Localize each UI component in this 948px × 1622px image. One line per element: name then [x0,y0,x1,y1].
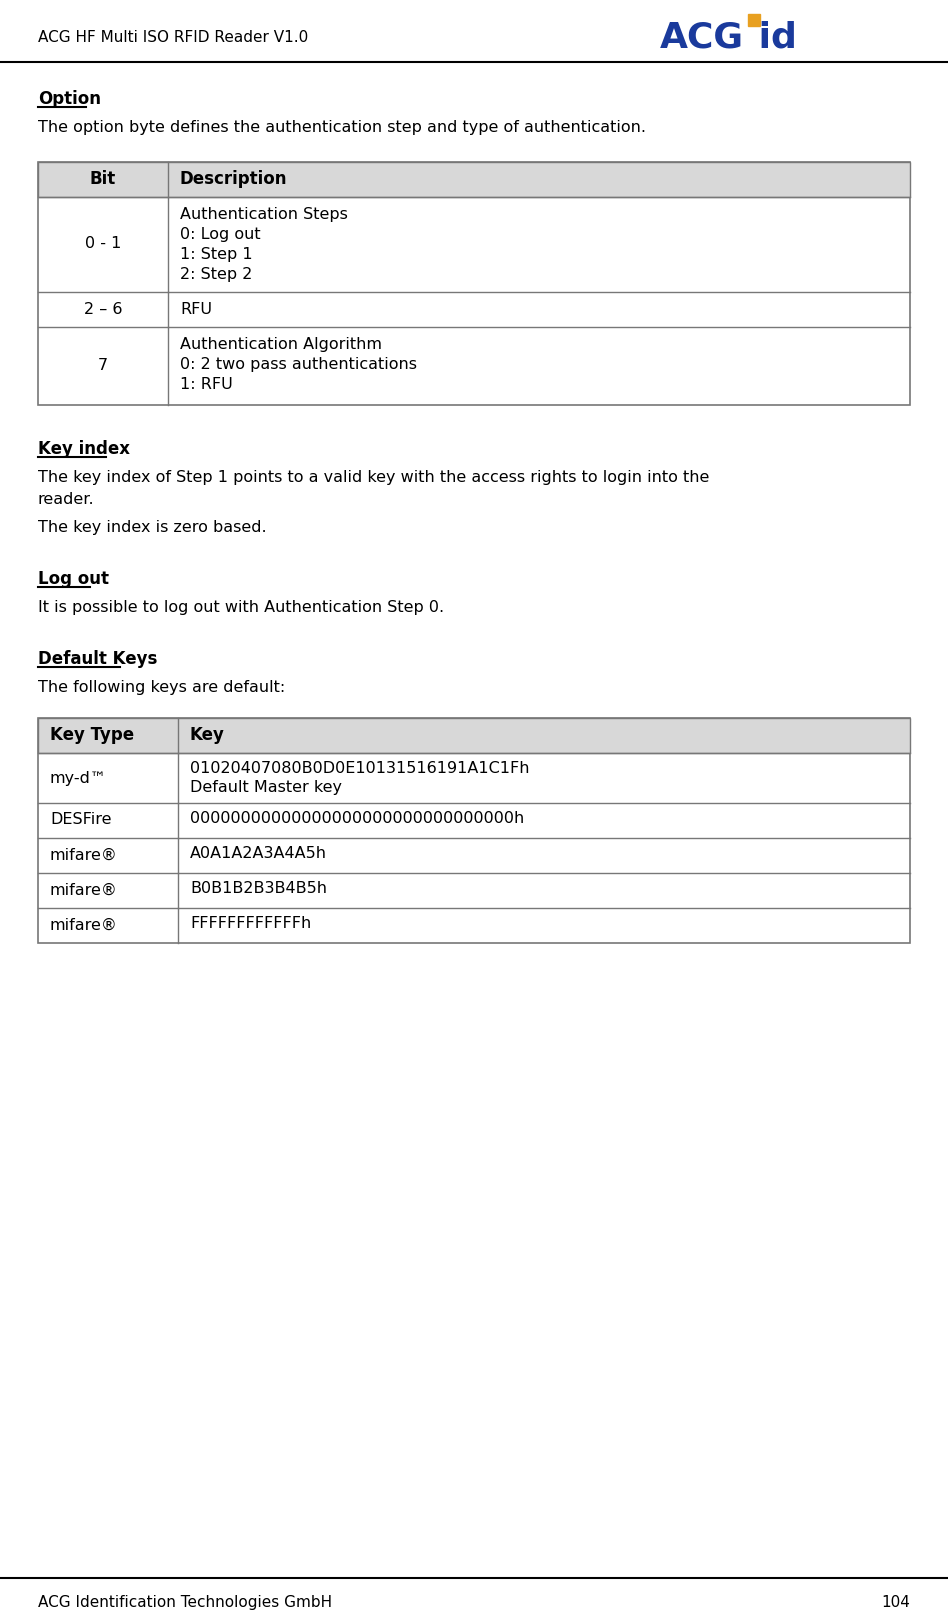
Text: Default Keys: Default Keys [38,650,157,668]
Text: The following keys are default:: The following keys are default: [38,680,285,694]
Text: It is possible to log out with Authentication Step 0.: It is possible to log out with Authentic… [38,600,444,615]
Text: Default Master key: Default Master key [190,780,342,795]
Text: Log out: Log out [38,569,109,589]
Text: ACG: ACG [660,21,744,55]
Text: Key Type: Key Type [50,727,134,744]
Text: Option: Option [38,89,101,109]
Text: 01020407080B0D0E10131516191A1C1Fh: 01020407080B0D0E10131516191A1C1Fh [190,761,530,775]
Text: ACG Identification Technologies GmbH: ACG Identification Technologies GmbH [38,1594,332,1611]
Text: id: id [746,21,797,55]
Text: Key index: Key index [38,440,130,457]
Text: 2: Step 2: 2: Step 2 [180,268,252,282]
Bar [38,719,910,753]
Text: 2 – 6: 2 – 6 [83,302,122,316]
Text: mifare®: mifare® [50,882,118,897]
Text: ACG HF Multi ISO RFID Reader V1.0: ACG HF Multi ISO RFID Reader V1.0 [38,31,308,45]
Bar [38,162,910,196]
Bar [38,719,910,942]
Text: mifare®: mifare® [50,848,118,863]
Text: FFFFFFFFFFFFh: FFFFFFFFFFFFh [190,916,311,931]
Text: The key index is zero based.: The key index is zero based. [38,521,266,535]
Text: DESFire: DESFire [50,813,112,827]
Text: 0: 2 two pass authentications: 0: 2 two pass authentications [180,357,417,371]
Text: RFU: RFU [180,302,212,316]
Text: Key: Key [190,727,225,744]
Text: 0 - 1: 0 - 1 [84,237,121,251]
Text: my-d™: my-d™ [50,770,107,785]
Text: 1: Step 1: 1: Step 1 [180,247,252,263]
Bar [38,162,910,406]
Text: mifare®: mifare® [50,918,118,933]
Text: A0A1A2A3A4A5h: A0A1A2A3A4A5h [190,847,327,861]
Bar [748,15,760,26]
Text: The option byte defines the authentication step and type of authentication.: The option byte defines the authenticati… [38,120,646,135]
Text: reader.: reader. [38,491,95,508]
Text: Description: Description [180,170,287,188]
Text: 0: Log out: 0: Log out [180,227,261,242]
Text: 00000000000000000000000000000000h: 00000000000000000000000000000000h [190,811,524,826]
Text: The key index of Step 1 points to a valid key with the access rights to login in: The key index of Step 1 points to a vali… [38,470,709,485]
Text: Bit: Bit [90,170,116,188]
Text: B0B1B2B3B4B5h: B0B1B2B3B4B5h [190,881,327,895]
Text: 7: 7 [98,358,108,373]
Text: Authentication Steps: Authentication Steps [180,208,348,222]
Text: Authentication Algorithm: Authentication Algorithm [180,337,382,352]
Text: 104: 104 [881,1594,910,1611]
Text: 1: RFU: 1: RFU [180,376,233,393]
